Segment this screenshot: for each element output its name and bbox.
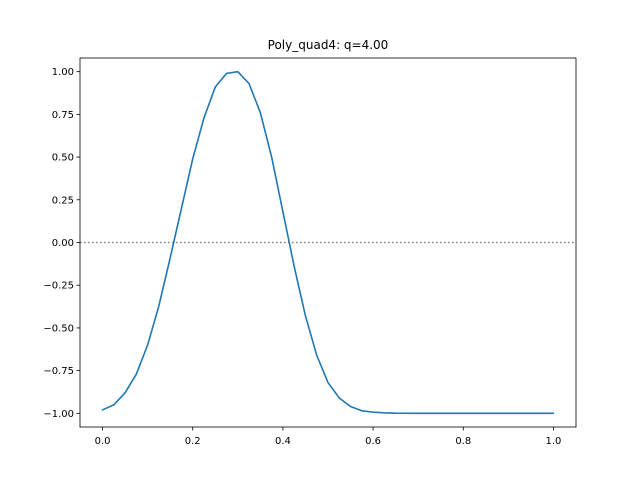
y-tick-label: −0.25 [43,281,74,292]
y-tick-label: 0.75 [52,110,74,121]
x-tick-label: 0.8 [455,436,471,447]
x-tick-label: 0.0 [95,436,111,447]
x-tick-label: 0.6 [365,436,381,447]
y-axis: −1.00 −0.75 −0.50 −0.25 0.00 0.25 0.50 0.75 1.00 [43,67,80,420]
y-tick-label: −0.50 [43,323,74,334]
chart-title: Poly_quad4: q=4.00 [268,38,389,52]
y-tick-label: 0.25 [52,195,74,206]
y-tick-label: 0.50 [52,153,74,164]
x-tick-label: 0.2 [185,436,201,447]
x-tick-label: 1.0 [546,436,562,447]
y-tick-label: −0.75 [43,366,74,377]
series-line-0 [101,70,555,415]
axes-frame [79,57,577,428]
x-axis: 0.0 0.2 0.4 0.6 0.8 1.0 [95,427,562,447]
y-tick-label: 1.00 [52,67,74,78]
x-tick-label: 0.4 [275,436,291,447]
y-tick-label: −1.00 [43,409,74,420]
y-tick-label: 0.00 [52,238,74,249]
plot-area [80,70,576,415]
